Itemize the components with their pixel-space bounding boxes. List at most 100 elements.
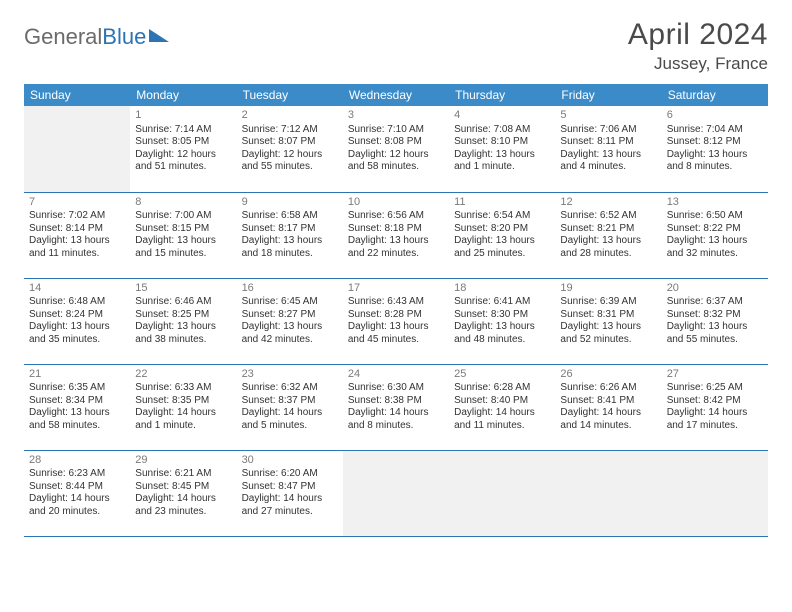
calendar-week-row: 21Sunrise: 6:35 AMSunset: 8:34 PMDayligh… — [24, 364, 768, 450]
daylight-text: Daylight: 12 hours — [348, 149, 444, 162]
calendar-week-row: 7Sunrise: 7:02 AMSunset: 8:14 PMDaylight… — [24, 192, 768, 278]
daylight-text: and 42 minutes. — [242, 334, 338, 347]
calendar-day-cell: 18Sunrise: 6:41 AMSunset: 8:30 PMDayligh… — [449, 278, 555, 364]
month-title: April 2024 — [628, 18, 768, 52]
day-number: 4 — [454, 109, 550, 123]
daylight-text: and 20 minutes. — [29, 506, 125, 519]
day-number: 1 — [135, 109, 231, 123]
calendar-page: GeneralBlue April 2024 Jussey, France Su… — [0, 0, 792, 549]
calendar-day-cell: 19Sunrise: 6:39 AMSunset: 8:31 PMDayligh… — [555, 278, 661, 364]
day-number: 5 — [560, 109, 656, 123]
daylight-text: and 32 minutes. — [667, 248, 763, 261]
day-header: Sunday — [24, 84, 130, 106]
daylight-text: Daylight: 13 hours — [667, 235, 763, 248]
sunrise-text: Sunrise: 7:06 AM — [560, 124, 656, 137]
daylight-text: and 5 minutes. — [242, 420, 338, 433]
sunrise-text: Sunrise: 6:30 AM — [348, 382, 444, 395]
sunrise-text: Sunrise: 6:46 AM — [135, 296, 231, 309]
daylight-text: and 52 minutes. — [560, 334, 656, 347]
daylight-text: and 25 minutes. — [454, 248, 550, 261]
day-number: 13 — [667, 196, 763, 210]
calendar-day-cell: 16Sunrise: 6:45 AMSunset: 8:27 PMDayligh… — [237, 278, 343, 364]
sunset-text: Sunset: 8:27 PM — [242, 309, 338, 322]
sunset-text: Sunset: 8:38 PM — [348, 395, 444, 408]
day-header-row: Sunday Monday Tuesday Wednesday Thursday… — [24, 84, 768, 106]
daylight-text: and 28 minutes. — [560, 248, 656, 261]
title-block: April 2024 Jussey, France — [628, 18, 768, 74]
calendar-day-cell: 25Sunrise: 6:28 AMSunset: 8:40 PMDayligh… — [449, 364, 555, 450]
sunset-text: Sunset: 8:37 PM — [242, 395, 338, 408]
daylight-text: and 27 minutes. — [242, 506, 338, 519]
daylight-text: Daylight: 13 hours — [348, 235, 444, 248]
daylight-text: Daylight: 13 hours — [667, 321, 763, 334]
calendar-day-cell: 23Sunrise: 6:32 AMSunset: 8:37 PMDayligh… — [237, 364, 343, 450]
day-number: 2 — [242, 109, 338, 123]
sunrise-text: Sunrise: 6:54 AM — [454, 210, 550, 223]
sunset-text: Sunset: 8:25 PM — [135, 309, 231, 322]
sunrise-text: Sunrise: 7:12 AM — [242, 124, 338, 137]
calendar-day-cell: 9Sunrise: 6:58 AMSunset: 8:17 PMDaylight… — [237, 192, 343, 278]
sunrise-text: Sunrise: 7:02 AM — [29, 210, 125, 223]
calendar-day-cell: 26Sunrise: 6:26 AMSunset: 8:41 PMDayligh… — [555, 364, 661, 450]
logo: GeneralBlue — [24, 24, 169, 50]
daylight-text: Daylight: 12 hours — [242, 149, 338, 162]
day-number: 21 — [29, 368, 125, 382]
daylight-text: Daylight: 14 hours — [667, 407, 763, 420]
day-number: 9 — [242, 196, 338, 210]
sunset-text: Sunset: 8:21 PM — [560, 223, 656, 236]
sunset-text: Sunset: 8:18 PM — [348, 223, 444, 236]
sunset-text: Sunset: 8:17 PM — [242, 223, 338, 236]
calendar-day-cell: 13Sunrise: 6:50 AMSunset: 8:22 PMDayligh… — [662, 192, 768, 278]
daylight-text: Daylight: 13 hours — [560, 321, 656, 334]
sunrise-text: Sunrise: 6:23 AM — [29, 468, 125, 481]
daylight-text: Daylight: 14 hours — [242, 493, 338, 506]
daylight-text: and 8 minutes. — [348, 420, 444, 433]
calendar-blank-cell — [24, 106, 130, 192]
day-header: Thursday — [449, 84, 555, 106]
sunrise-text: Sunrise: 7:10 AM — [348, 124, 444, 137]
calendar-blank-cell — [662, 450, 768, 536]
day-number: 24 — [348, 368, 444, 382]
calendar-blank-cell — [449, 450, 555, 536]
daylight-text: and 58 minutes. — [29, 420, 125, 433]
calendar-day-cell: 22Sunrise: 6:33 AMSunset: 8:35 PMDayligh… — [130, 364, 236, 450]
daylight-text: and 14 minutes. — [560, 420, 656, 433]
calendar-day-cell: 21Sunrise: 6:35 AMSunset: 8:34 PMDayligh… — [24, 364, 130, 450]
day-number: 10 — [348, 196, 444, 210]
day-number: 20 — [667, 282, 763, 296]
logo-triangle-icon — [149, 26, 169, 47]
daylight-text: Daylight: 13 hours — [454, 321, 550, 334]
calendar-week-row: 14Sunrise: 6:48 AMSunset: 8:24 PMDayligh… — [24, 278, 768, 364]
daylight-text: and 45 minutes. — [348, 334, 444, 347]
daylight-text: Daylight: 14 hours — [242, 407, 338, 420]
header: GeneralBlue April 2024 Jussey, France — [24, 18, 768, 74]
daylight-text: and 8 minutes. — [667, 161, 763, 174]
sunset-text: Sunset: 8:22 PM — [667, 223, 763, 236]
calendar-table: Sunday Monday Tuesday Wednesday Thursday… — [24, 84, 768, 537]
sunset-text: Sunset: 8:12 PM — [667, 136, 763, 149]
calendar-day-cell: 2Sunrise: 7:12 AMSunset: 8:07 PMDaylight… — [237, 106, 343, 192]
daylight-text: Daylight: 12 hours — [135, 149, 231, 162]
daylight-text: and 55 minutes. — [242, 161, 338, 174]
calendar-day-cell: 3Sunrise: 7:10 AMSunset: 8:08 PMDaylight… — [343, 106, 449, 192]
day-number: 18 — [454, 282, 550, 296]
sunrise-text: Sunrise: 6:41 AM — [454, 296, 550, 309]
daylight-text: Daylight: 13 hours — [29, 235, 125, 248]
sunset-text: Sunset: 8:15 PM — [135, 223, 231, 236]
calendar-day-cell: 5Sunrise: 7:06 AMSunset: 8:11 PMDaylight… — [555, 106, 661, 192]
calendar-day-cell: 29Sunrise: 6:21 AMSunset: 8:45 PMDayligh… — [130, 450, 236, 536]
day-number: 8 — [135, 196, 231, 210]
day-number: 14 — [29, 282, 125, 296]
sunrise-text: Sunrise: 6:28 AM — [454, 382, 550, 395]
calendar-week-row: 28Sunrise: 6:23 AMSunset: 8:44 PMDayligh… — [24, 450, 768, 536]
daylight-text: and 51 minutes. — [135, 161, 231, 174]
day-number: 23 — [242, 368, 338, 382]
sunrise-text: Sunrise: 6:20 AM — [242, 468, 338, 481]
sunset-text: Sunset: 8:34 PM — [29, 395, 125, 408]
day-number: 22 — [135, 368, 231, 382]
calendar-day-cell: 14Sunrise: 6:48 AMSunset: 8:24 PMDayligh… — [24, 278, 130, 364]
sunset-text: Sunset: 8:10 PM — [454, 136, 550, 149]
calendar-day-cell: 24Sunrise: 6:30 AMSunset: 8:38 PMDayligh… — [343, 364, 449, 450]
sunrise-text: Sunrise: 6:43 AM — [348, 296, 444, 309]
calendar-day-cell: 1Sunrise: 7:14 AMSunset: 8:05 PMDaylight… — [130, 106, 236, 192]
